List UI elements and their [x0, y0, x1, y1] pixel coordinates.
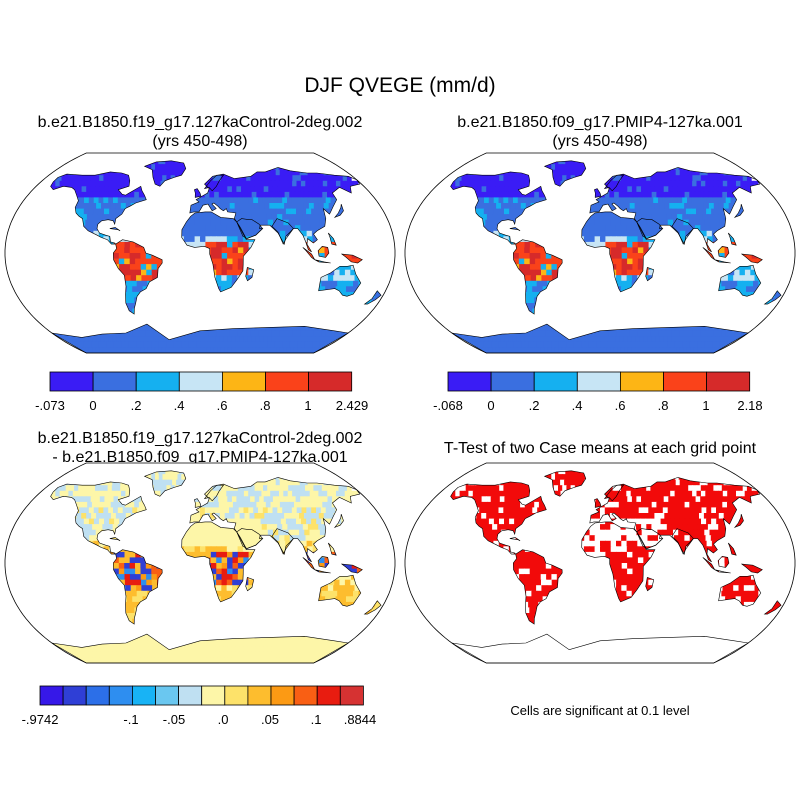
panel-title-line: - b.e21.B1850.f09_g17.PMIP4-127ka.001	[52, 449, 348, 466]
colorbar-box	[706, 371, 751, 392]
colorbar-boxes	[39, 685, 364, 706]
map-difference	[4, 462, 396, 664]
colorbar-label: .2	[529, 398, 540, 413]
colorbar-label: .8	[658, 398, 669, 413]
colorbar-box	[270, 685, 295, 706]
colorbar-label: -.9742	[22, 712, 59, 727]
panel-title-ttest: T-Test of two Case means at each grid po…	[400, 439, 800, 458]
colorbar-box	[85, 685, 110, 706]
colorbar-labels: -.073 0 .2 .4 .6 .8 1 2.429	[35, 398, 368, 413]
colorbar-boxes	[49, 371, 353, 392]
colorbar-box	[178, 685, 203, 706]
colorbar-box	[132, 685, 156, 706]
panel-title-line: b.e21.B1850.f19_g17.127kaControl-2deg.00…	[37, 430, 363, 447]
colorbar-box	[339, 685, 364, 706]
colorbar-box	[619, 371, 664, 392]
colorbar-box	[490, 371, 535, 392]
colorbar-box	[308, 371, 353, 392]
coastlines	[450, 470, 782, 664]
colorbar-label: .8844	[344, 712, 377, 727]
panel-title-line: (yrs 450-498)	[152, 133, 248, 150]
colorbar-box	[201, 685, 226, 706]
colorbar-label: .8	[260, 398, 271, 413]
panel-title-line: T-Test of two Case means at each grid po…	[443, 440, 757, 457]
colorbar-box	[178, 371, 223, 392]
colorbar-box	[316, 685, 341, 706]
panel-title-control: b.e21.B1850.f19_g17.127kaControl-2deg.00…	[0, 113, 400, 151]
colorbar-box	[576, 371, 621, 392]
colorbar-label: 0	[89, 398, 96, 413]
colorbar-label: .4	[174, 398, 185, 413]
colorbar-box	[92, 371, 137, 392]
colorbar-box	[447, 371, 492, 392]
colorbar-label: -.073	[35, 398, 65, 413]
colorbar-label: 2.429	[336, 398, 369, 413]
colorbar-label: .4	[572, 398, 583, 413]
colorbar-label: 1	[304, 398, 311, 413]
colorbar-box	[247, 685, 272, 706]
colorbar-labels: -.9742 -.1 -.05 .0 .05 .1 .8844	[22, 712, 377, 727]
map-ttest	[404, 462, 796, 664]
colorbar-labels: -.068 0 .2 .4 .6 .8 1 2.18	[433, 398, 762, 413]
coastlines	[450, 160, 782, 354]
colorbar-box	[108, 685, 133, 706]
figure-title: DJF QVEGE (mm/d)	[304, 74, 496, 97]
colorbar-label: 1	[702, 398, 709, 413]
colorbar-box	[663, 371, 707, 392]
panel-title-difference: b.e21.B1850.f19_g17.127kaControl-2deg.00…	[0, 429, 400, 467]
colorbar-label: .6	[615, 398, 626, 413]
colorbar-label: .2	[131, 398, 142, 413]
colorbar-box	[39, 685, 64, 706]
colorbar-label: -.1	[123, 712, 138, 727]
colorbar-box	[265, 371, 309, 392]
colorbar-box	[62, 685, 87, 706]
colorbar-control: -.073 0 .2 .4 .6 .8 1 2.429	[35, 371, 368, 413]
colorbar-box	[135, 371, 180, 392]
colorbar-boxes	[447, 371, 751, 392]
colorbar-label: .1	[311, 712, 322, 727]
panel-title-line: b.e21.B1850.f19_g17.127kaControl-2deg.00…	[37, 114, 363, 131]
colorbar-box	[155, 685, 180, 706]
map-control	[4, 152, 396, 354]
panel-title-line: b.e21.B1850.f09_g17.PMIP4-127ka.001	[457, 114, 743, 131]
colorbar-difference: -.9742 -.1 -.05 .0 .05 .1 .8844	[22, 685, 377, 727]
colorbar-label: -.05	[163, 712, 185, 727]
significance-note: Cells are significant at 0.1 level	[510, 703, 690, 718]
panel-title-pmip4: b.e21.B1850.f09_g17.PMIP4-127ka.001 (yrs…	[400, 113, 800, 151]
coastlines	[50, 470, 382, 664]
panel-title-line: (yrs 450-498)	[552, 133, 648, 150]
colorbar-pmip4: -.068 0 .2 .4 .6 .8 1 2.18	[433, 371, 763, 413]
colorbar-label: .05	[261, 712, 279, 727]
colorbar-label: 0	[487, 398, 494, 413]
colorbar-box	[533, 371, 578, 392]
colorbar-label: -.068	[433, 398, 463, 413]
colorbar-label: .0	[218, 712, 229, 727]
map-pmip4	[404, 152, 796, 354]
colorbar-box	[224, 685, 249, 706]
colorbar-box	[221, 371, 266, 392]
colorbar-box	[293, 685, 318, 706]
colorbar-label: 2.18	[737, 398, 762, 413]
colorbar-box	[49, 371, 94, 392]
colorbar-label: .6	[217, 398, 228, 413]
coastlines	[50, 160, 382, 354]
